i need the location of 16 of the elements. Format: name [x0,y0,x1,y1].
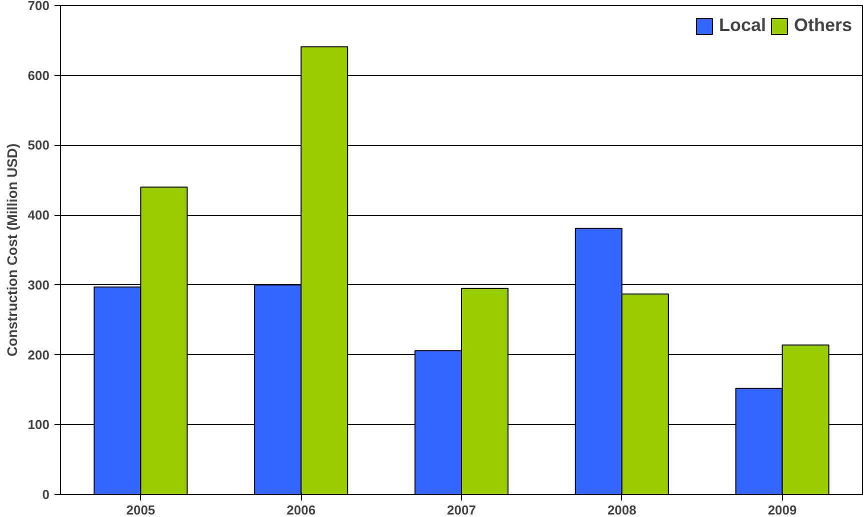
y-tick-label: 0 [42,487,50,502]
y-tick-label: 500 [28,138,50,153]
x-tick-label: 2008 [607,502,636,517]
y-tick-label: 200 [28,347,50,362]
y-tick-label: 700 [28,0,50,13]
y-tick-label: 100 [28,417,50,432]
y-axis-title: Construction Cost (Million USD) [4,143,20,357]
y-tick-label: 300 [28,277,50,292]
y-tick-label: 600 [28,68,50,83]
x-tick-label: 2006 [286,502,316,517]
legend-label: Local [718,15,766,36]
x-tick-label: 2007 [447,502,476,517]
y-tick-label: 400 [28,208,50,223]
x-tick-label: 2005 [126,502,156,517]
legend-label: Others [794,15,852,36]
x-tick-label: 2009 [768,502,797,517]
